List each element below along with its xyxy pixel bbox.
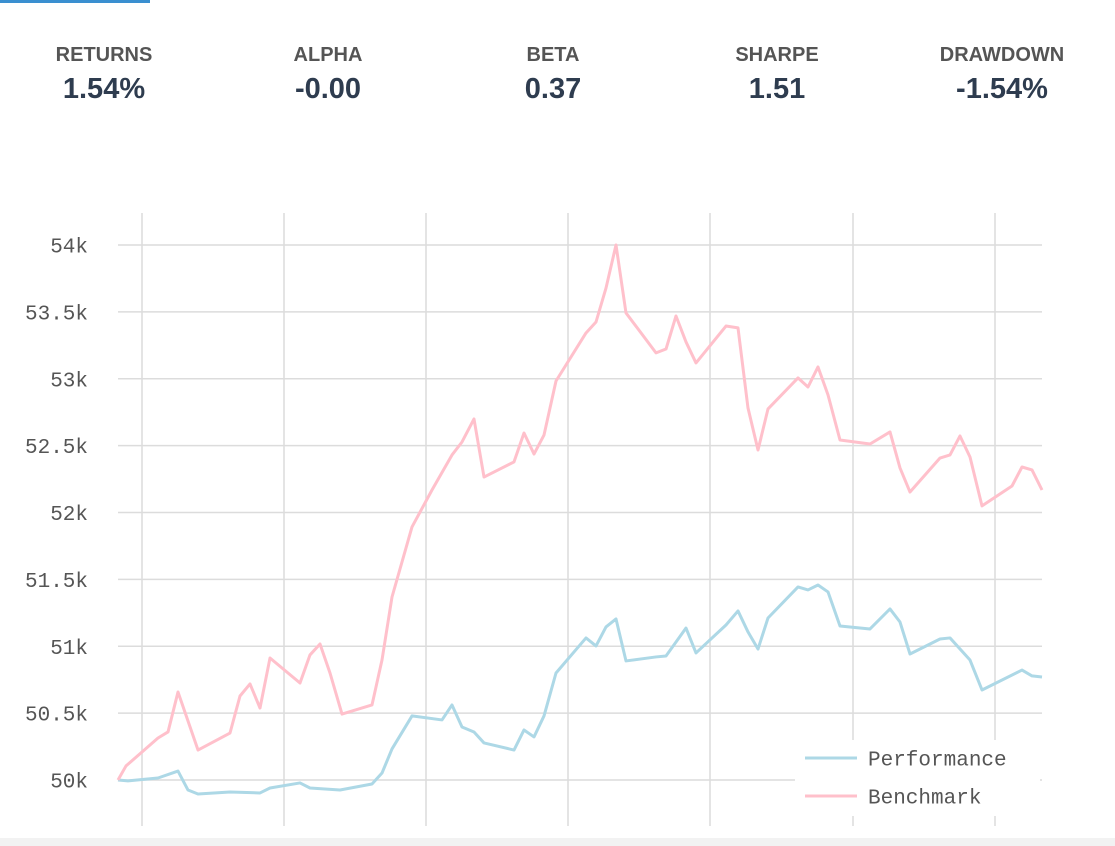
line-series — [116, 243, 1044, 781]
line-series — [117, 583, 1043, 796]
stat-value: -1.54% — [956, 73, 1048, 105]
stat-label: RETURNS — [55, 44, 153, 66]
legend-label: Benchmark — [868, 788, 981, 811]
stat-value: 1.51 — [748, 73, 806, 105]
y-tick-label: 51k — [50, 638, 88, 661]
stat-label: SHARPE — [735, 44, 819, 66]
y-tick-label: 51.5k — [25, 571, 88, 594]
legend-label: Performance — [868, 750, 1007, 773]
stats-row: RETURNS 1.54% ALPHA -0.00 BETA 0.37 SHARPE 1.51… — [0, 44, 1115, 124]
y-tick-label: 50k — [50, 772, 88, 795]
y-tick-label: 52.5k — [25, 437, 88, 460]
stat-label: BETA — [526, 44, 580, 66]
stat: RETURNS 1.54% — [4, 44, 204, 106]
stat: ALPHA -0.00 — [228, 44, 428, 106]
footer-bar — [0, 838, 1115, 846]
stat-value: 0.37 — [524, 73, 582, 105]
tab-indicator — [0, 0, 150, 3]
legend-background — [795, 740, 1040, 816]
stat-label: ALPHA — [293, 44, 363, 66]
y-tick-label: 53.5k — [25, 303, 88, 326]
legend: Performance Benchmark — [795, 740, 1040, 816]
stat: DRAWDOWN -1.54% — [902, 44, 1102, 106]
stat-value: 1.54% — [62, 73, 146, 105]
y-tick-label: 50.5k — [25, 705, 88, 728]
stat-value: -0.00 — [294, 73, 362, 105]
stat: SHARPE 1.51 — [677, 44, 877, 106]
stat-label: DRAWDOWN — [939, 44, 1065, 66]
y-tick-label: 54k — [50, 237, 88, 260]
stat: BETA 0.37 — [453, 44, 653, 106]
vertical-grid — [141, 213, 996, 826]
y-tick-label: 53k — [50, 370, 88, 393]
y-tick-label: 52k — [50, 504, 88, 527]
